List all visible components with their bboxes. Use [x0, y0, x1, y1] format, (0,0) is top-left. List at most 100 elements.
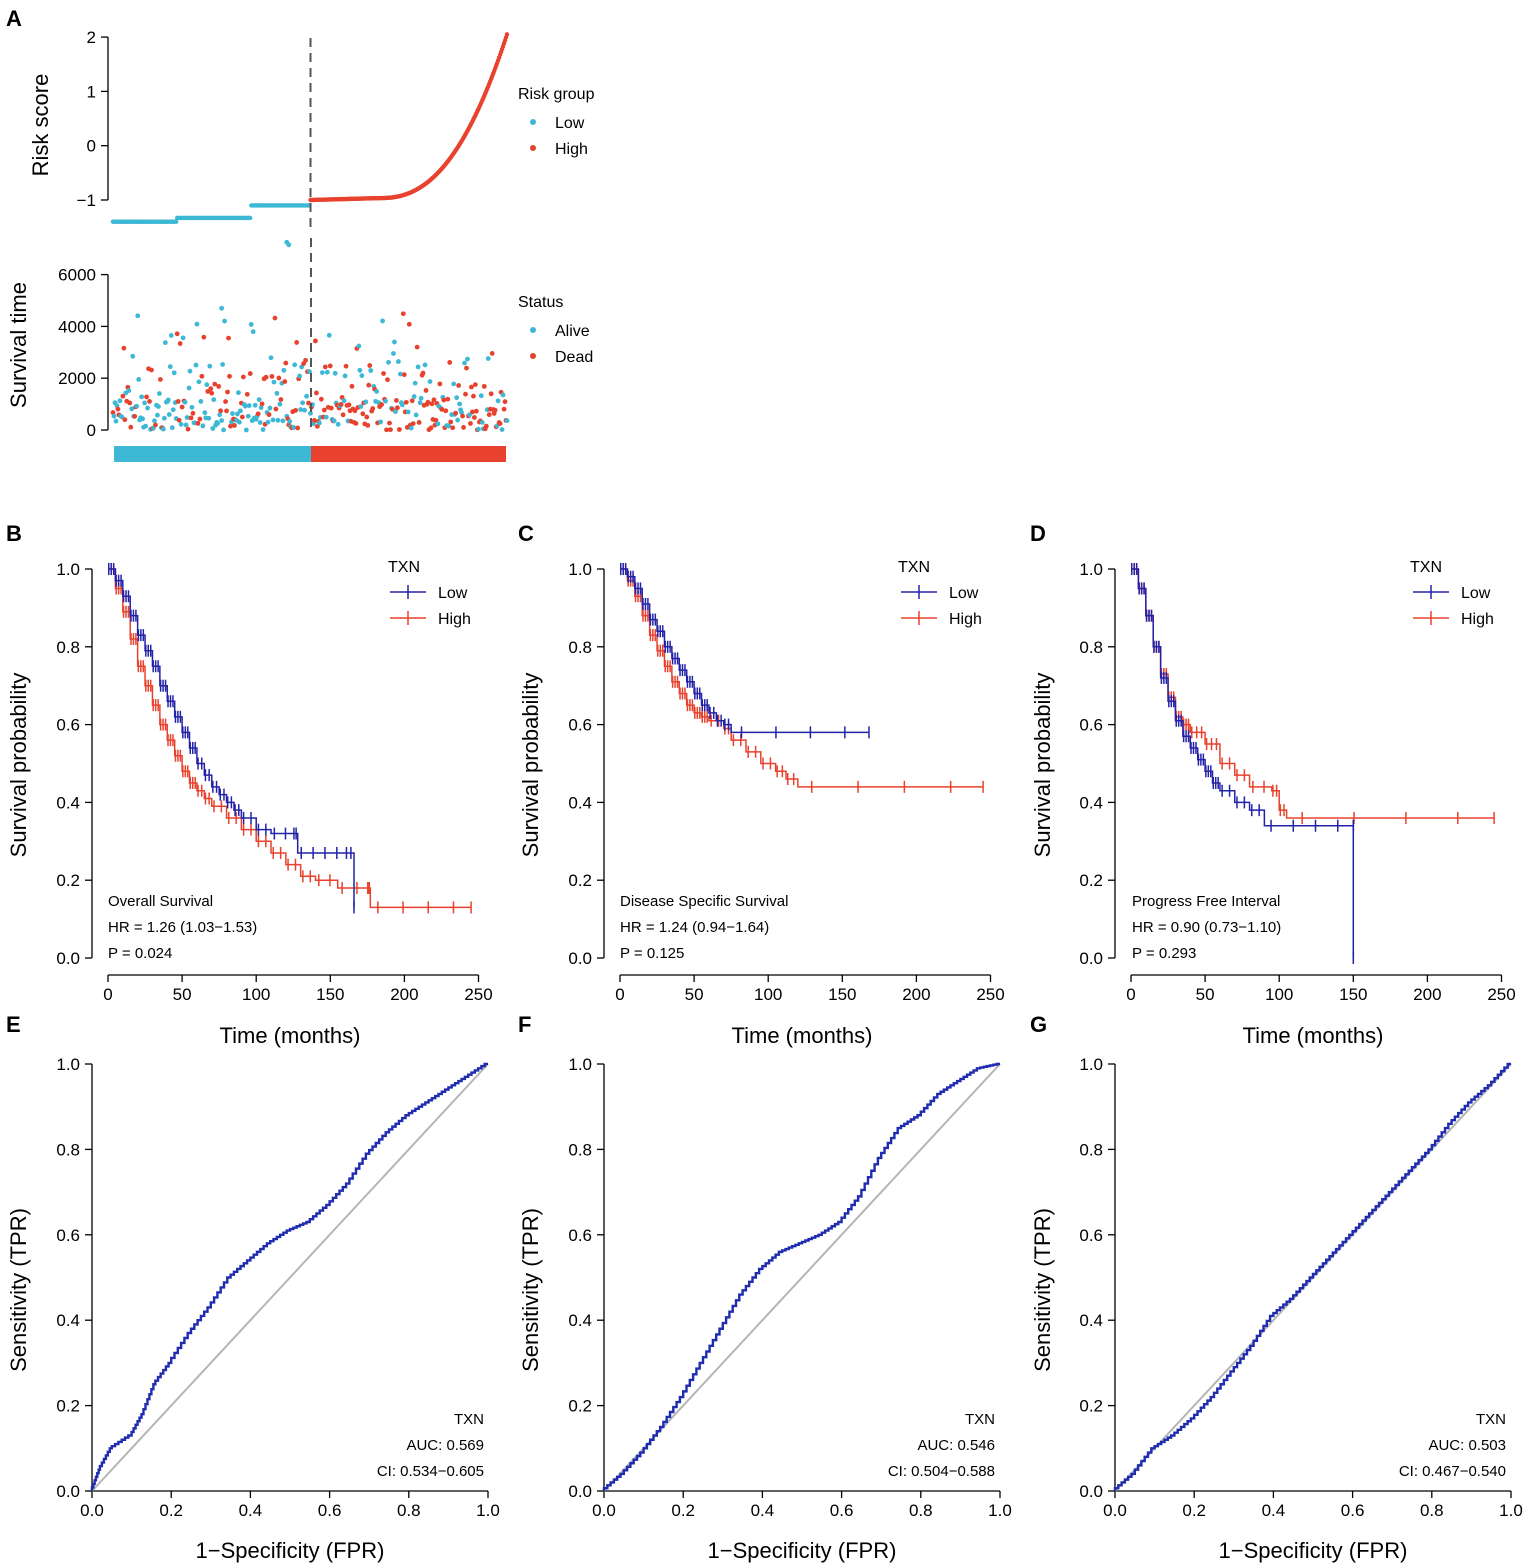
survival-point-alive [415, 364, 421, 370]
survival-point-alive [332, 370, 338, 376]
survival-point-dead [174, 331, 180, 337]
survival-point-dead [303, 357, 308, 363]
legend-high-key [1413, 611, 1449, 625]
survival-point-alive [359, 373, 365, 379]
survival-point-dead [216, 383, 222, 389]
survival-type: Overall Survival [108, 893, 213, 910]
survival-point-alive [180, 335, 186, 341]
survival-point-alive [200, 423, 206, 429]
roc-plot: 0.0 0.2 0.4 0.6 0.8 1.0 0.0 0.2 0.4 0.6 0.8 1.0 [56, 1055, 499, 1520]
x-tick-label: 100 [242, 985, 270, 1004]
legend-low: Low [949, 585, 979, 602]
survival-point-alive [298, 407, 304, 412]
survival-point-dead [312, 417, 317, 423]
y-tick-label: 0.8 [1079, 1140, 1103, 1159]
legend-alive-marker [530, 327, 536, 333]
survival-point-dead [273, 406, 279, 412]
survival-point-alive [260, 427, 266, 433]
survival-point-dead [224, 408, 229, 414]
survival-point-alive [204, 382, 210, 388]
x-axis-label: 1−Specificity (FPR) [1219, 1538, 1408, 1563]
survival-point-dead [306, 400, 311, 406]
y-tick-label: 0 [87, 421, 96, 440]
survival-point-dead [314, 390, 319, 396]
survival-point-dead [218, 408, 224, 414]
survival-point-dead [471, 393, 476, 399]
survival-point-alive [397, 371, 403, 377]
survival-point-dead [431, 397, 437, 403]
x-tick-label: 200 [390, 985, 418, 1004]
survival-point-dead [120, 393, 126, 399]
y-tick-label: 1.0 [1079, 1055, 1103, 1074]
survival-point-alive [368, 368, 374, 373]
survival-point-alive [155, 412, 160, 418]
x-tick-label: 0.8 [909, 1501, 933, 1520]
survival-point-dead [394, 398, 399, 403]
survival-point-alive [265, 419, 271, 425]
y-tick-label: 0.6 [1079, 716, 1103, 735]
survival-point-alive [156, 404, 161, 409]
survival-point-dead [321, 407, 327, 413]
x-tick-label: 1.0 [988, 1501, 1012, 1520]
survival-point-alive [248, 322, 254, 327]
survival-point-dead [416, 420, 422, 425]
legend-low-marker [530, 119, 536, 125]
y-tick-label: 0.8 [568, 1140, 592, 1159]
x-tick-label: 150 [1339, 985, 1367, 1004]
survival-point-alive [206, 415, 212, 421]
survival-point-dead [420, 370, 426, 376]
y-axis-label: Sensitivity (TPR) [6, 1208, 31, 1372]
panel-label: C [518, 521, 534, 546]
survival-point-alive [140, 416, 146, 422]
survival-point-alive [457, 401, 463, 407]
survival-point-dead [294, 340, 300, 345]
status-legend-dead: Dead [555, 349, 593, 366]
y-tick-label: 0.4 [1079, 1311, 1103, 1330]
survival-point-alive [485, 356, 491, 361]
survival-point-alive [341, 398, 347, 404]
survival-point-alive [130, 353, 136, 359]
survival-point-alive [275, 417, 281, 423]
survival-point-dead [388, 427, 393, 433]
survival-point-dead [352, 408, 358, 414]
y-tick-label: 0.8 [56, 638, 80, 657]
survival-point-alive [268, 355, 274, 361]
survival-point-dead [188, 415, 194, 421]
x-tick-label: 150 [828, 985, 856, 1004]
survival-point-dead [447, 359, 453, 365]
survival-point-dead [240, 374, 246, 380]
survival-point-dead [223, 399, 228, 405]
y-tick-label: 0.2 [1079, 871, 1103, 890]
panel-a: A −1 0 1 2 Risk score Risk group Low High 0… [6, 6, 595, 462]
survival-point-dead [365, 422, 371, 428]
survival-point-dead [414, 344, 420, 350]
survival-point-alive [277, 401, 283, 407]
y-axis-label: Survival probability [6, 673, 31, 858]
x-tick-label: 200 [902, 985, 930, 1004]
roc-label: TXN [965, 1411, 995, 1428]
survival-point-dead [122, 417, 128, 423]
x-axis-label: Time (months) [220, 1023, 361, 1048]
survival-point-dead [338, 402, 344, 407]
survival-point-alive [386, 359, 391, 365]
survival-point-alive [237, 408, 243, 414]
survival-point-dead [384, 427, 389, 433]
y-tick-label: 0.0 [1079, 1482, 1103, 1501]
survival-point-dead [278, 397, 284, 402]
auc-value: AUC: 0.569 [406, 1437, 484, 1454]
survival-point-dead [195, 421, 201, 426]
y-tick-label: 0.0 [568, 1482, 592, 1501]
x-tick-label: 50 [685, 985, 704, 1004]
survival-point-dead [197, 416, 203, 422]
survival-point-dead [456, 383, 462, 388]
survival-point-dead [403, 399, 409, 405]
survival-point-dead [460, 413, 465, 419]
survival-point-alive [446, 423, 452, 429]
legend-high: High [1461, 611, 1494, 628]
roc-plot: 0.0 0.2 0.4 0.6 0.8 1.0 0.0 0.2 0.4 0.6 0.8 1.0 [568, 1055, 1011, 1520]
x-tick-label: 100 [1265, 985, 1293, 1004]
risk-legend-high: High [555, 141, 588, 158]
y-tick-label: 0.4 [568, 793, 592, 812]
survival-point-dead [488, 391, 494, 397]
survival-point-dead [255, 411, 261, 417]
